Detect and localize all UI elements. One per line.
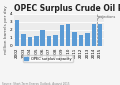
Bar xyxy=(15,20,19,46)
Bar xyxy=(85,33,90,46)
Y-axis label: million barrels per day: million barrels per day xyxy=(4,6,8,54)
Bar xyxy=(98,24,102,46)
Bar xyxy=(72,32,77,46)
Bar xyxy=(53,35,58,46)
Bar xyxy=(60,25,64,46)
Bar xyxy=(34,36,39,46)
Bar xyxy=(92,24,96,46)
Text: OPEC Surplus Crude Oil Production Capacity: OPEC Surplus Crude Oil Production Capaci… xyxy=(14,4,120,13)
Legend: OPEC surplus capacity: OPEC surplus capacity xyxy=(23,55,73,62)
Bar xyxy=(47,36,51,46)
Bar xyxy=(28,37,32,46)
Bar xyxy=(79,35,83,46)
Text: projections: projections xyxy=(98,15,116,19)
Bar xyxy=(21,34,26,46)
Text: Source: Short-Term Energy Outlook, August 2015: Source: Short-Term Energy Outlook, Augus… xyxy=(2,82,70,85)
Bar xyxy=(40,30,45,46)
Bar xyxy=(66,24,70,46)
